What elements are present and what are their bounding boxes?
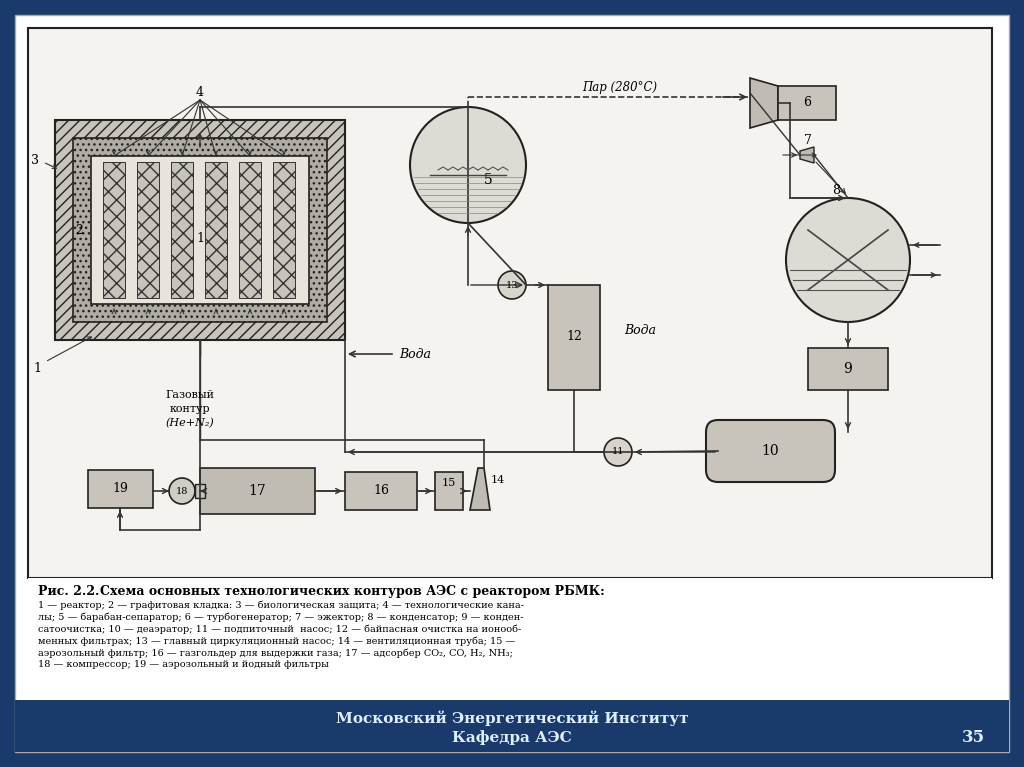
Bar — [88, 470, 153, 508]
Text: 17: 17 — [248, 484, 266, 498]
Text: аэрозольный фильтр; 16 — газгольдер для выдержки газа; 17 — адсорбер CO₂, CO, H₂: аэрозольный фильтр; 16 — газгольдер для … — [38, 648, 513, 657]
Text: 13: 13 — [506, 281, 518, 289]
Bar — [195, 484, 205, 498]
Bar — [239, 162, 261, 298]
Text: 1 — реактор; 2 — графитовая кладка: 3 — биологическая защита; 4 — технологически: 1 — реактор; 2 — графитовая кладка: 3 — … — [38, 600, 524, 610]
Polygon shape — [470, 468, 490, 510]
Text: Пар (280°С): Пар (280°С) — [583, 81, 657, 94]
Text: 15: 15 — [442, 478, 456, 488]
Text: 18: 18 — [176, 486, 188, 495]
Text: Вода: Вода — [399, 348, 431, 361]
Text: Кафедра АЭС: Кафедра АЭС — [453, 730, 571, 746]
Text: сатоочистка; 10 — деаэратор; 11 — подпиточный  насос; 12 — байпасная очистка на : сатоочистка; 10 — деаэратор; 11 — подпит… — [38, 624, 521, 634]
Text: 8: 8 — [831, 183, 840, 196]
Bar — [200, 468, 315, 514]
Bar — [15, 700, 1009, 752]
Text: 3: 3 — [31, 153, 39, 166]
Text: 14: 14 — [490, 475, 505, 485]
Text: 7: 7 — [804, 134, 812, 147]
Text: 19: 19 — [112, 482, 128, 495]
Text: 1: 1 — [196, 232, 204, 245]
Circle shape — [604, 438, 632, 466]
Bar — [435, 472, 463, 510]
Bar — [73, 138, 327, 322]
Text: Вода: Вода — [624, 324, 656, 337]
Bar — [345, 472, 417, 510]
Text: контур: контур — [170, 404, 210, 414]
Circle shape — [498, 271, 526, 299]
Bar — [137, 162, 159, 298]
Text: Газовый: Газовый — [166, 390, 214, 400]
Text: Схема основных технологических контуров АЭС с реактором РБМК:: Схема основных технологических контуров … — [100, 585, 605, 598]
Bar — [273, 162, 295, 298]
Text: менных фильтрах; 13 — главный циркуляционный насос; 14 — вентиляционная труба; 1: менных фильтрах; 13 — главный циркуляцио… — [38, 636, 515, 646]
Text: 35: 35 — [962, 729, 985, 746]
Bar — [778, 86, 836, 120]
Bar — [548, 285, 600, 390]
Bar — [103, 162, 125, 298]
Bar — [55, 120, 345, 340]
Bar — [808, 348, 888, 390]
Bar — [28, 28, 992, 578]
Bar — [91, 156, 309, 304]
Bar — [171, 162, 193, 298]
Text: лы; 5 — барабан-сепаратор; 6 — турбогенератор; 7 — эжектор; 8 — конденсатор; 9 —: лы; 5 — барабан-сепаратор; 6 — турбогене… — [38, 612, 523, 621]
Text: Московский Энергетический Институт: Московский Энергетический Институт — [336, 710, 688, 726]
Text: 1: 1 — [33, 361, 41, 374]
Circle shape — [786, 198, 910, 322]
Text: 4: 4 — [196, 85, 204, 98]
Polygon shape — [800, 147, 814, 163]
Text: 6: 6 — [803, 97, 811, 110]
Text: 9: 9 — [844, 362, 852, 376]
Text: 10: 10 — [761, 444, 779, 458]
Text: Рис. 2.2.: Рис. 2.2. — [38, 585, 99, 598]
Text: 18 — компрессор; 19 — аэрозольный и йодный фильтры: 18 — компрессор; 19 — аэрозольный и йодн… — [38, 660, 329, 669]
Polygon shape — [750, 78, 778, 128]
Text: 16: 16 — [373, 485, 389, 498]
Text: 12: 12 — [566, 331, 582, 344]
Bar — [28, 578, 992, 693]
Text: 11: 11 — [611, 447, 625, 456]
Text: 2: 2 — [75, 223, 83, 236]
Circle shape — [410, 107, 526, 223]
FancyBboxPatch shape — [706, 420, 835, 482]
Text: (He+N₂): (He+N₂) — [166, 418, 214, 428]
Circle shape — [169, 478, 195, 504]
Text: 5: 5 — [483, 173, 493, 187]
Bar — [205, 162, 227, 298]
